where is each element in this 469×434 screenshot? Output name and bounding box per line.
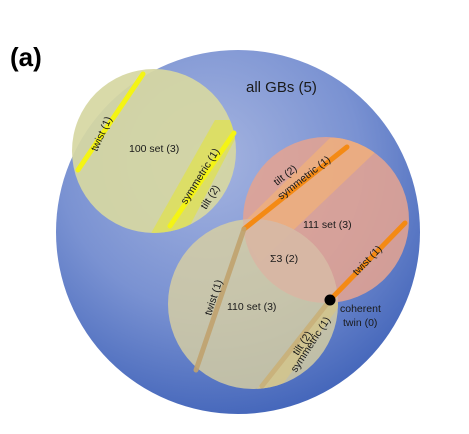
twist-110-line	[193, 226, 247, 373]
coherent-twin-label-line1: coherent	[340, 303, 381, 315]
sigma3-label: Σ3 (2)	[270, 253, 298, 265]
set-100-label: 100 set (3)	[129, 143, 179, 155]
twist-100-line	[75, 71, 146, 173]
coherent-twin-label-line2: twin (0)	[343, 317, 377, 329]
coherent-twin-dot	[324, 294, 336, 306]
twist-111-line	[327, 220, 408, 303]
set-111-label: 111 set (3)	[303, 219, 352, 231]
sigma3-overlap	[243, 219, 338, 303]
symmetric-100-line	[167, 130, 237, 229]
all-gbs-label: all GBs (5)	[246, 79, 317, 96]
symmetric-111-line	[241, 144, 350, 232]
panel-label: (a)	[10, 42, 42, 72]
symmetric-110-line	[259, 297, 333, 389]
set-110-label: 110 set (3)	[227, 301, 276, 313]
